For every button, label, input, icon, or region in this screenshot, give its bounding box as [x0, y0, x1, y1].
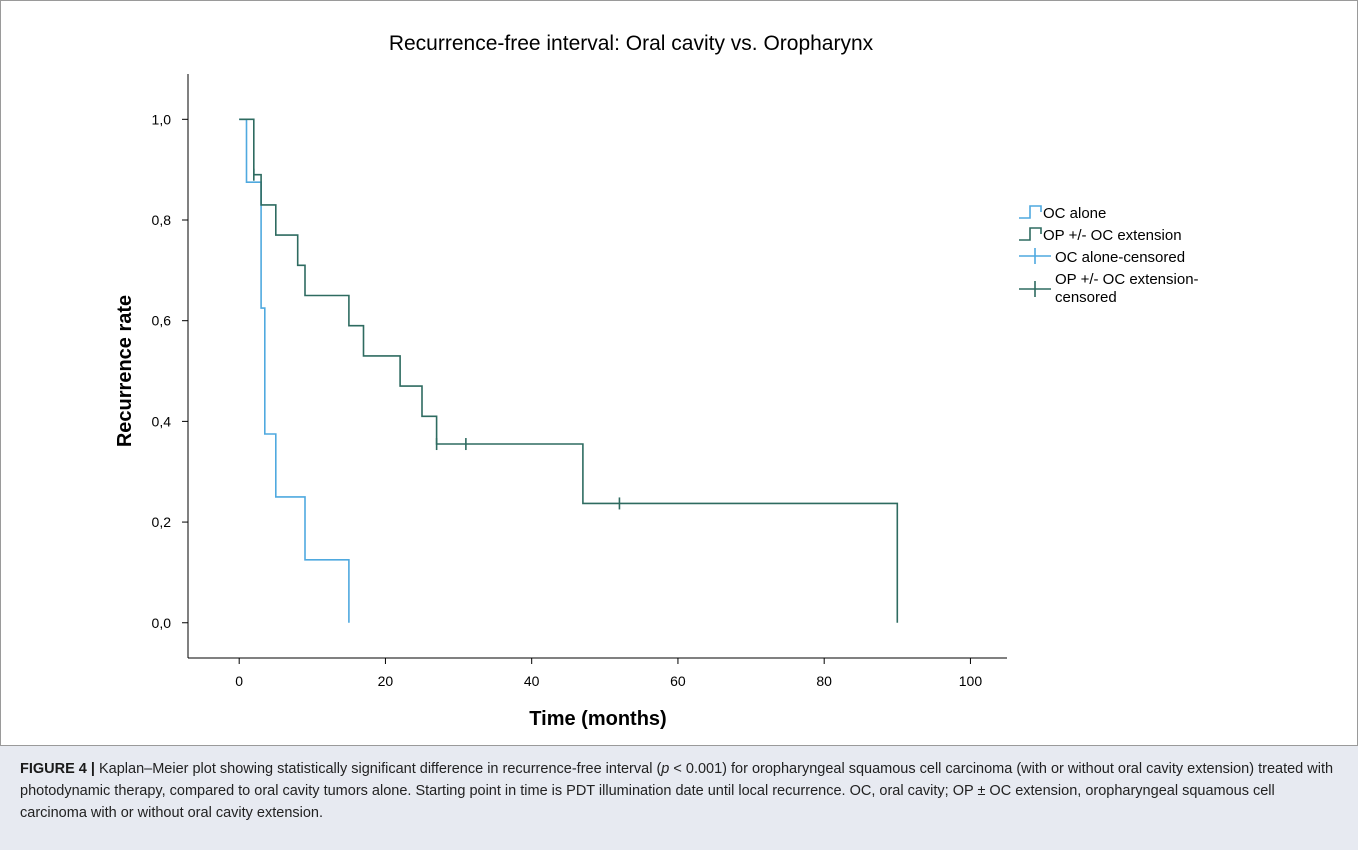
y-tick-label: 1,0 — [152, 111, 172, 127]
series-line-oc-alone — [239, 118, 350, 623]
legend-label: OP +/- OC extension — [1043, 227, 1182, 244]
legend-label: OC alone — [1043, 205, 1106, 222]
y-tick-label: 0,6 — [152, 313, 172, 329]
x-tick-label: 80 — [816, 673, 832, 689]
caption-text-part2: < 0.001) for oropharyngeal squamous cell… — [20, 761, 1334, 821]
caption-p-symbol: p — [661, 761, 670, 777]
caption-text-part1: Kaplan–Meier plot showing statistically … — [94, 761, 662, 777]
figure-frame: Recurrence-free interval: Oral cavity vs… — [0, 0, 1358, 746]
y-tick-label: 0,2 — [152, 514, 172, 530]
y-axis-label: Recurrence rate — [114, 295, 136, 447]
caption-label: FIGURE 4 | — [20, 761, 95, 777]
x-tick-label: 100 — [959, 673, 983, 689]
legend: OC alone OP +/- OC extension OC alone-cens… — [1019, 205, 1199, 306]
legend-step-symbol — [1019, 205, 1042, 219]
figure-caption: FIGURE 4 | Kaplan–Meier plot showing sta… — [0, 746, 1358, 850]
x-axis-label: Time (months) — [529, 708, 666, 730]
legend-step-symbol — [1019, 227, 1042, 241]
x-tick-label: 40 — [524, 673, 540, 689]
series-layer — [239, 118, 899, 623]
series-line-op-oc-extension — [239, 118, 899, 623]
x-tick-label: 0 — [235, 673, 243, 689]
x-tick-label: 60 — [670, 673, 686, 689]
legend-label: OC alone-censored — [1055, 249, 1185, 266]
y-ticks: 0,0 0,2 0,4 0,6 0,8 1,0 — [152, 111, 188, 631]
y-tick-label: 0,8 — [152, 212, 172, 228]
y-tick-label: 0,4 — [152, 413, 172, 429]
chart-title: Recurrence-free interval: Oral cavity vs… — [389, 32, 874, 55]
kaplan-meier-chart: Recurrence-free interval: Oral cavity vs… — [114, 32, 1199, 730]
legend-label: OP +/- OC extension-censored — [1055, 271, 1199, 306]
x-tick-label: 20 — [378, 673, 394, 689]
x-ticks: 0 20 40 60 80 100 — [235, 658, 982, 689]
y-tick-label: 0,0 — [152, 615, 172, 631]
